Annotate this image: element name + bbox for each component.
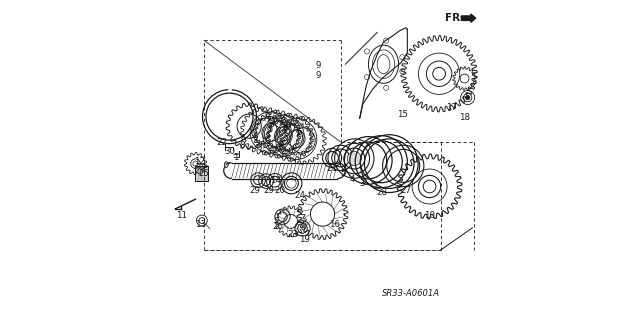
Text: 22: 22 <box>216 137 227 146</box>
Text: 6: 6 <box>296 128 302 137</box>
Circle shape <box>364 75 369 79</box>
Text: 10: 10 <box>424 211 435 220</box>
Text: 2: 2 <box>373 182 378 191</box>
Text: 6: 6 <box>284 122 289 131</box>
Text: 7: 7 <box>291 125 296 134</box>
Text: 9: 9 <box>316 71 321 80</box>
Text: 15: 15 <box>397 110 408 119</box>
Text: 18: 18 <box>459 113 470 122</box>
Text: 17: 17 <box>446 103 458 112</box>
Circle shape <box>400 55 405 60</box>
Text: 14: 14 <box>270 176 281 185</box>
Circle shape <box>364 49 369 54</box>
Polygon shape <box>461 14 476 22</box>
Circle shape <box>193 161 198 166</box>
Circle shape <box>433 67 445 80</box>
Text: 29: 29 <box>263 186 274 195</box>
Text: 16: 16 <box>329 220 340 229</box>
Text: 5: 5 <box>340 169 346 178</box>
Circle shape <box>383 38 388 43</box>
Text: 7: 7 <box>265 112 270 121</box>
Text: 4: 4 <box>350 175 355 184</box>
Text: 23: 23 <box>287 230 298 239</box>
Text: 29: 29 <box>250 186 260 195</box>
Text: FR.: FR. <box>445 13 465 23</box>
Circle shape <box>383 85 388 90</box>
Text: 3: 3 <box>360 179 365 188</box>
Text: 8: 8 <box>239 141 245 150</box>
Text: 7: 7 <box>278 118 283 128</box>
Text: 19: 19 <box>300 235 310 244</box>
Circle shape <box>465 95 470 100</box>
Circle shape <box>348 152 362 166</box>
Text: 13: 13 <box>195 220 206 229</box>
Text: 27: 27 <box>400 186 411 195</box>
Text: 24: 24 <box>294 191 305 200</box>
Text: SR33-A0601A: SR33-A0601A <box>382 289 440 298</box>
Text: 26: 26 <box>273 222 284 231</box>
Text: 9: 9 <box>316 61 321 70</box>
Text: 30: 30 <box>224 147 235 156</box>
Text: 6: 6 <box>271 115 276 124</box>
Text: 12: 12 <box>194 157 205 166</box>
Text: 20: 20 <box>274 186 285 196</box>
Text: 1: 1 <box>233 153 239 162</box>
Ellipse shape <box>225 162 228 167</box>
Text: 25: 25 <box>198 169 209 178</box>
Circle shape <box>423 180 436 193</box>
Text: 11: 11 <box>177 211 188 219</box>
Text: 21: 21 <box>326 164 337 173</box>
Text: 28: 28 <box>377 188 388 197</box>
Circle shape <box>400 69 405 74</box>
